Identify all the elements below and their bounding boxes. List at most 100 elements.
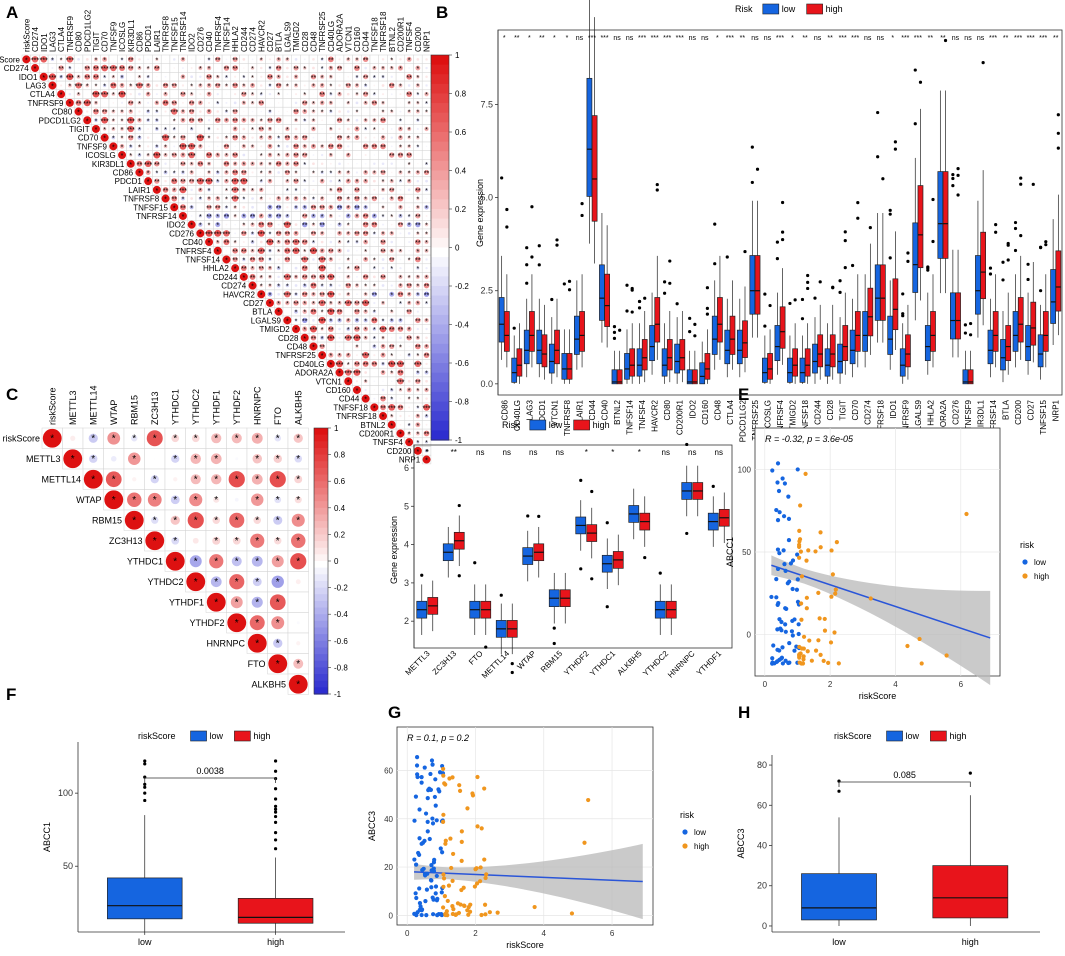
- panel-a-correlogram-sig-mark: **: [267, 75, 273, 82]
- panel-a-correlogram-sig-mark: *: [286, 188, 289, 195]
- panel-a-correlogram-sig-mark: *: [338, 318, 341, 325]
- panel-a-correlogram-sig-mark: ***: [318, 257, 326, 264]
- panel-a-correlogram-colorbar-segment: [431, 353, 449, 364]
- panel-a-correlogram-sig-mark: **: [311, 284, 317, 291]
- panel-a-correlogram-sig-mark: *: [382, 136, 385, 143]
- panel-e-scatter-point-low: [783, 629, 788, 634]
- panel-a-correlogram-corr-dot: [302, 100, 308, 106]
- panel-a-correlogram-corr-dot: [260, 110, 263, 113]
- panel-a-correlogram-corr-dot: [155, 118, 159, 123]
- panel-a-correlogram-sig-mark: *: [303, 118, 306, 125]
- panel-e-scatter-point-low: [795, 467, 800, 472]
- panel-a-correlogram-sig-mark: **: [180, 136, 186, 143]
- panel-a-correlogram-corr-dot: [408, 249, 410, 252]
- panel-a-correlogram-sig-mark: *: [425, 371, 428, 378]
- panel-a-correlogram-col-label: LGALS9: [283, 21, 292, 52]
- panel-a-correlogram-sig-mark: *: [408, 388, 411, 395]
- panel-a-correlogram-sig-mark: *: [356, 179, 359, 186]
- panel-c-correlogram-corr-dot: [192, 537, 199, 544]
- panel-e-scatter-legend-title: risk: [1020, 540, 1034, 550]
- panel-a-correlogram-corr-dot: [277, 171, 280, 174]
- panel-f-boxplot-low-outlier: [143, 782, 147, 786]
- panel-a-correlogram-corr-dot: [373, 241, 376, 243]
- panel-a-correlogram-corr-dot: [67, 83, 72, 88]
- panel-g-scatter-point-high: [569, 911, 575, 916]
- panel-b-ICOSLG-low-box: [762, 357, 768, 383]
- panel-a-correlogram-sig-mark: *: [295, 318, 298, 325]
- panel-a-correlogram-sig-mark: **: [302, 266, 308, 273]
- panel-a-correlogram-sig-mark: *: [338, 179, 341, 186]
- panel-a-correlogram-sig-mark: *: [364, 240, 367, 247]
- panel-d-significance: *: [426, 448, 429, 457]
- panel-a-correlogram-sig-mark: *: [138, 153, 141, 160]
- panel-a-correlogram-sig-mark: **: [363, 362, 369, 369]
- panel-g-scatter-point-high: [441, 773, 446, 778]
- panel-g-scatter-point-high: [582, 840, 587, 845]
- panel-c-correlogram-colorbar-label: 0: [334, 557, 339, 566]
- panel-a-correlogram-sig-mark: *: [121, 57, 124, 64]
- panel-b-CD244-high-outlier: [818, 280, 822, 284]
- panel-c-correlogram-colorbar-segment: [314, 547, 328, 555]
- panel-a-correlogram-row-label: TNFRSF8: [123, 195, 160, 204]
- panel-a-correlogram-sig-mark: **: [398, 292, 404, 299]
- panel-a-correlogram-corr-dot: [251, 205, 254, 209]
- panel-c-correlogram-corr-dot: [295, 579, 301, 585]
- panel-a-correlogram-sig-mark: ***: [66, 75, 74, 82]
- panel-a-correlogram-corr-dot: [311, 100, 316, 105]
- panel-h-boxplot-legend-title: riskScore: [834, 731, 872, 741]
- panel-a-correlogram-corr-dot: [294, 266, 298, 270]
- panel-e-scatter-point-high: [797, 537, 803, 542]
- panel-a-correlogram-sig-mark: *: [382, 371, 385, 378]
- panel-e-scatter-point-high: [818, 652, 823, 657]
- panel-a-correlogram-sig-mark: *: [425, 223, 428, 230]
- panel-a-correlogram-corr-dot: [120, 118, 124, 122]
- panel-e-scatter-point-high: [818, 545, 823, 550]
- panel-b-TNFSF9-high-outlier: [969, 321, 973, 326]
- panel-a-correlogram-corr-dot: [304, 76, 306, 78]
- panel-a-correlogram-sig-mark: **: [259, 223, 265, 230]
- panel-b-CD86-low-box: [498, 297, 505, 343]
- panel-a-correlogram-sig-mark: *: [208, 92, 211, 99]
- panel-a-correlogram-corr-dot: [382, 223, 385, 226]
- panel-a-correlogram-sig-mark: *: [399, 249, 402, 256]
- panel-b-CD70-high-outlier: [856, 201, 860, 205]
- panel-a-correlogram-sig-mark: ***: [118, 92, 126, 99]
- panel-a-correlogram-sig-mark: *: [364, 284, 367, 291]
- panel-c-correlogram-sig-mark: *: [153, 474, 157, 485]
- panel-a-correlogram-sig-mark: *: [312, 101, 315, 108]
- panel-a-correlogram-sig-mark: *: [329, 83, 332, 90]
- panel-f-boxplot-low-outlier: [143, 798, 147, 803]
- panel-a-correlogram-sig-mark: **: [232, 170, 238, 177]
- panel-a-correlogram-corr-dot: [232, 56, 238, 62]
- panel-b-TNFSF14-low-outlier: [625, 309, 629, 313]
- panel-a-correlogram-sig-mark: *: [216, 214, 219, 221]
- panel-c-correlogram-sig-mark: *: [276, 474, 280, 485]
- panel-a-correlogram-sig-mark: *: [399, 179, 402, 186]
- panel-a-correlogram-sig-mark: *: [173, 170, 176, 177]
- panel-a-correlogram-corr-dot: [206, 65, 212, 71]
- panel-a-correlogram-sig-mark: **: [250, 214, 256, 221]
- panel-a-correlogram-row-label: BTLA: [252, 308, 273, 317]
- panel-e-scatter-point-high: [905, 643, 910, 649]
- panel-a-correlogram-corr-dot: [173, 93, 175, 95]
- panel-a-correlogram-col-label: PDCD1LG2: [83, 9, 92, 52]
- panel-e-scatter-point-low: [783, 622, 788, 627]
- panel-a-correlogram-corr-dot: [329, 92, 333, 96]
- panel-a-correlogram-corr-dot: [171, 108, 178, 115]
- panel-e-scatter-point-low: [780, 476, 785, 481]
- panel-a-correlogram-sig-mark: ***: [92, 92, 100, 99]
- panel-b-CD200-low-outlier: [1013, 248, 1018, 253]
- panel-f-boxplot-low-outlier: [143, 759, 147, 763]
- panel-a-correlogram-sig-mark: ***: [362, 301, 370, 308]
- panel-a-correlogram-corr-dot: [399, 354, 402, 357]
- panel-b-CD244-high-box: [817, 334, 824, 368]
- panel-a-correlogram-corr-dot: [225, 128, 228, 130]
- panel-a-correlogram-sig-mark: **: [119, 66, 125, 73]
- panel-c-correlogram-sig-mark: *: [276, 495, 280, 506]
- panel-a-correlogram-corr-dot: [31, 64, 40, 73]
- panel-a-correlogram-corr-dot: [398, 83, 403, 88]
- panel-a-correlogram-corr-dot: [207, 127, 211, 131]
- panel-a-correlogram-row-label: TNFSF4: [373, 438, 404, 447]
- panel-a-correlogram-sig-mark: *: [225, 83, 228, 90]
- panel-g-scatter-point-low: [419, 780, 424, 785]
